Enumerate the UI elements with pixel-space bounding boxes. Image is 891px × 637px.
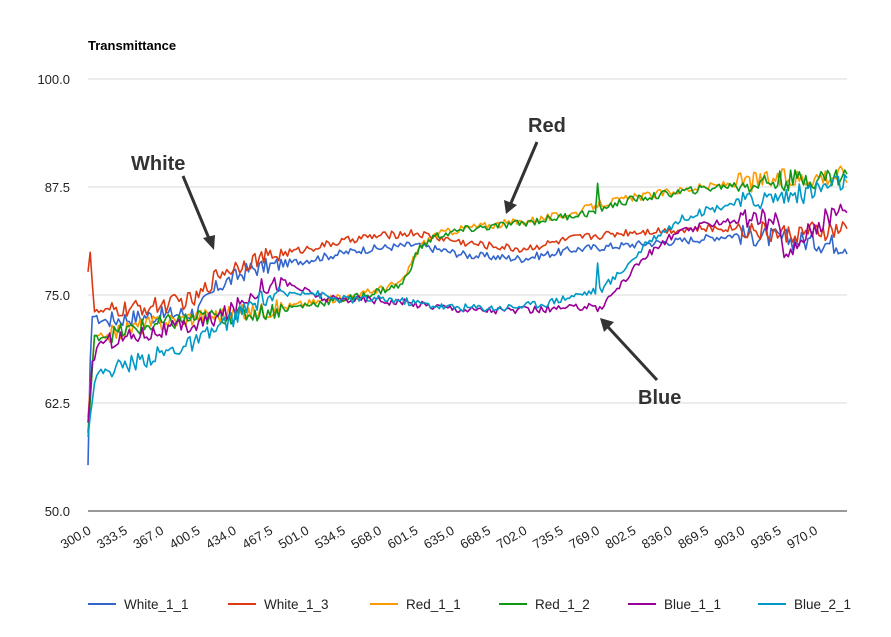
x-tick-label: 534.5: [312, 523, 348, 552]
series-line-blue-2-1: [87, 174, 848, 437]
x-tick-label: 367.0: [130, 523, 166, 552]
y-tick-label: 50.0: [45, 504, 70, 519]
x-tick-label: 936.5: [748, 523, 784, 552]
series-line-blue-1-1: [87, 203, 848, 423]
x-tick-label: 903.0: [712, 523, 748, 552]
annotation-red: Red: [504, 115, 566, 214]
legend-label: Blue_2_1: [794, 597, 851, 612]
legend-label: Red_1_1: [406, 597, 461, 612]
annotation-white-label: White: [131, 153, 185, 175]
x-tick-label: 769.0: [566, 523, 602, 552]
y-tick-label: 100.0: [37, 72, 70, 87]
plot-lines: [87, 165, 848, 466]
x-tick-label: 869.5: [675, 523, 711, 552]
x-tick-label: 702.0: [494, 523, 530, 552]
legend-label: White_1_1: [124, 597, 189, 612]
x-tick-label: 333.5: [94, 523, 130, 552]
x-tick-label: 601.5: [385, 523, 421, 552]
annotation-blue-arrow: [606, 325, 659, 382]
annotation-white-arrow: [181, 175, 212, 242]
series-line-white-1-3: [87, 221, 848, 317]
x-tick-label: 434.0: [203, 523, 239, 552]
series-line-red-1-2: [87, 169, 848, 433]
x-tick-label: 467.5: [239, 523, 275, 552]
legend-label: Blue_1_1: [664, 597, 721, 612]
annotation-white: White: [131, 153, 215, 250]
x-tick-label: 735.5: [530, 523, 566, 552]
x-tick-label: 635.0: [421, 523, 457, 552]
annotation-red-arrow: [509, 141, 539, 204]
x-tick-labels: 300.0 333.5 367.0 400.5 434.0 467.5 501.0 534.5…: [58, 523, 820, 552]
annotation-blue-arrowhead: [600, 318, 614, 332]
annotation-white-arrowhead: [203, 235, 215, 250]
annotation-blue-label: Blue: [638, 387, 681, 409]
y-tick-label: 62.5: [45, 396, 70, 411]
x-tick-label: 568.0: [348, 523, 384, 552]
annotation-red-label: Red: [528, 115, 566, 137]
series-line-white-1-1: [87, 224, 848, 466]
x-tick-label: 300.0: [58, 523, 94, 552]
y-tick-label: 87.5: [45, 180, 70, 195]
annotation-blue: Blue: [600, 318, 681, 409]
x-tick-label: 501.0: [276, 523, 312, 552]
y-tick-labels: 100.0 87.5 75.0 62.5 50.0: [37, 72, 70, 519]
x-tick-label: 836.0: [639, 523, 675, 552]
x-tick-label: 400.5: [167, 523, 203, 552]
x-tick-label: 802.5: [603, 523, 639, 552]
annotation-red-arrowhead: [504, 200, 517, 214]
gridlines: [88, 78, 847, 404]
y-tick-label: 75.0: [45, 288, 70, 303]
x-tick-label: 970.0: [784, 523, 820, 552]
legend-label: Red_1_2: [535, 597, 590, 612]
legend-label: White_1_3: [264, 597, 329, 612]
legend: White_1_1 White_1_3 Red_1_1 Red_1_2 Blue_1_1…: [88, 597, 851, 612]
x-tick-label: 668.5: [457, 523, 493, 552]
y-axis-title: Transmittance: [88, 38, 176, 53]
